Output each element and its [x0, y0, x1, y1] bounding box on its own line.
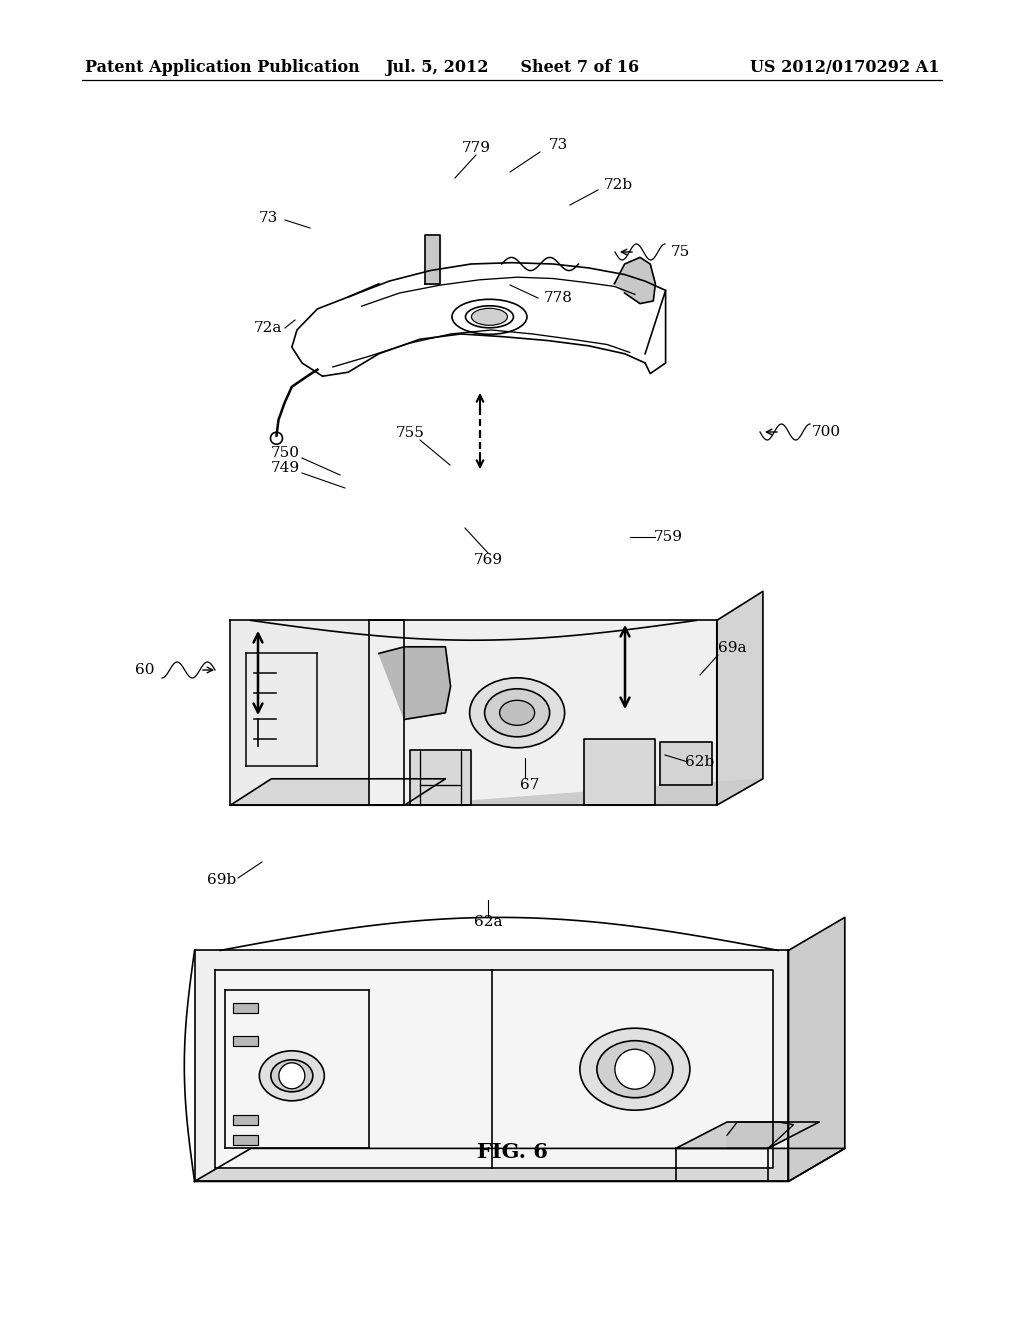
Polygon shape: [676, 1122, 819, 1148]
Text: 759: 759: [653, 531, 683, 544]
Text: Jul. 5, 2012  Sheet 7 of 16: Jul. 5, 2012 Sheet 7 of 16: [385, 59, 639, 77]
Text: 755: 755: [395, 426, 424, 440]
Ellipse shape: [270, 1060, 313, 1092]
Text: US 2012/0170292 A1: US 2012/0170292 A1: [751, 59, 940, 77]
Text: 62b: 62b: [685, 755, 715, 770]
Polygon shape: [215, 970, 773, 1168]
Text: 750: 750: [270, 446, 299, 459]
Circle shape: [614, 1049, 655, 1089]
Polygon shape: [230, 620, 404, 805]
Bar: [233, 1003, 258, 1014]
Polygon shape: [369, 620, 717, 805]
Polygon shape: [369, 779, 763, 805]
Polygon shape: [195, 1148, 845, 1181]
Polygon shape: [379, 647, 451, 719]
Text: 778: 778: [544, 290, 572, 305]
Text: Patent Application Publication: Patent Application Publication: [85, 59, 359, 77]
Text: 69a: 69a: [718, 642, 746, 655]
Text: 62a: 62a: [474, 915, 502, 929]
Polygon shape: [230, 779, 445, 805]
Ellipse shape: [500, 701, 535, 725]
Polygon shape: [410, 750, 471, 805]
Polygon shape: [660, 742, 712, 785]
Bar: [233, 1135, 258, 1146]
Ellipse shape: [597, 1040, 673, 1098]
Polygon shape: [788, 917, 845, 1181]
Text: 700: 700: [811, 425, 841, 440]
Text: 73: 73: [549, 139, 567, 152]
Polygon shape: [584, 739, 655, 805]
Text: 69b: 69b: [208, 873, 237, 887]
Polygon shape: [195, 950, 788, 1181]
Text: 73: 73: [258, 211, 278, 224]
Text: 749: 749: [270, 461, 300, 475]
Text: FIG. 6: FIG. 6: [476, 1142, 548, 1162]
Ellipse shape: [471, 309, 508, 325]
Bar: [233, 1036, 258, 1047]
Text: 72a: 72a: [254, 321, 283, 335]
Polygon shape: [717, 591, 763, 805]
Text: 769: 769: [473, 553, 503, 568]
Ellipse shape: [484, 689, 550, 737]
Polygon shape: [727, 1122, 794, 1148]
Polygon shape: [614, 257, 655, 304]
Text: 75: 75: [671, 246, 689, 259]
Text: 60: 60: [135, 663, 155, 677]
Ellipse shape: [259, 1051, 325, 1101]
Ellipse shape: [580, 1028, 690, 1110]
Circle shape: [279, 1063, 305, 1089]
Text: 67: 67: [520, 777, 540, 792]
Text: 779: 779: [462, 141, 490, 154]
Ellipse shape: [470, 677, 564, 748]
Polygon shape: [425, 235, 440, 284]
Text: 72b: 72b: [603, 178, 633, 191]
Bar: [233, 1115, 258, 1126]
